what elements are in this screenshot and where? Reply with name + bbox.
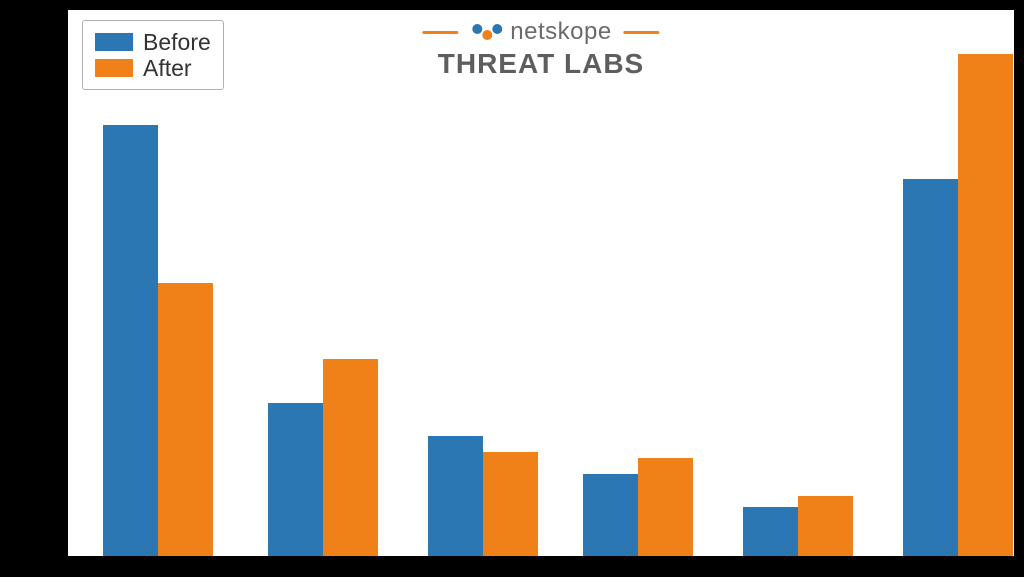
bar-after (158, 283, 213, 556)
bar-before (428, 436, 483, 556)
bar-before (743, 507, 798, 556)
bars-layer (68, 10, 1014, 556)
bar-before (903, 179, 958, 556)
bar-after (483, 452, 538, 556)
bar-before (103, 125, 158, 556)
bar-after (638, 458, 693, 556)
bar-after (798, 496, 853, 556)
bar-before (268, 403, 323, 556)
bar-after (958, 54, 1013, 556)
plot-area: netskope THREAT LABS BeforeAfter (68, 10, 1014, 556)
bar-after (323, 359, 378, 556)
chart-frame: netskope THREAT LABS BeforeAfter (0, 0, 1024, 577)
bar-before (583, 474, 638, 556)
